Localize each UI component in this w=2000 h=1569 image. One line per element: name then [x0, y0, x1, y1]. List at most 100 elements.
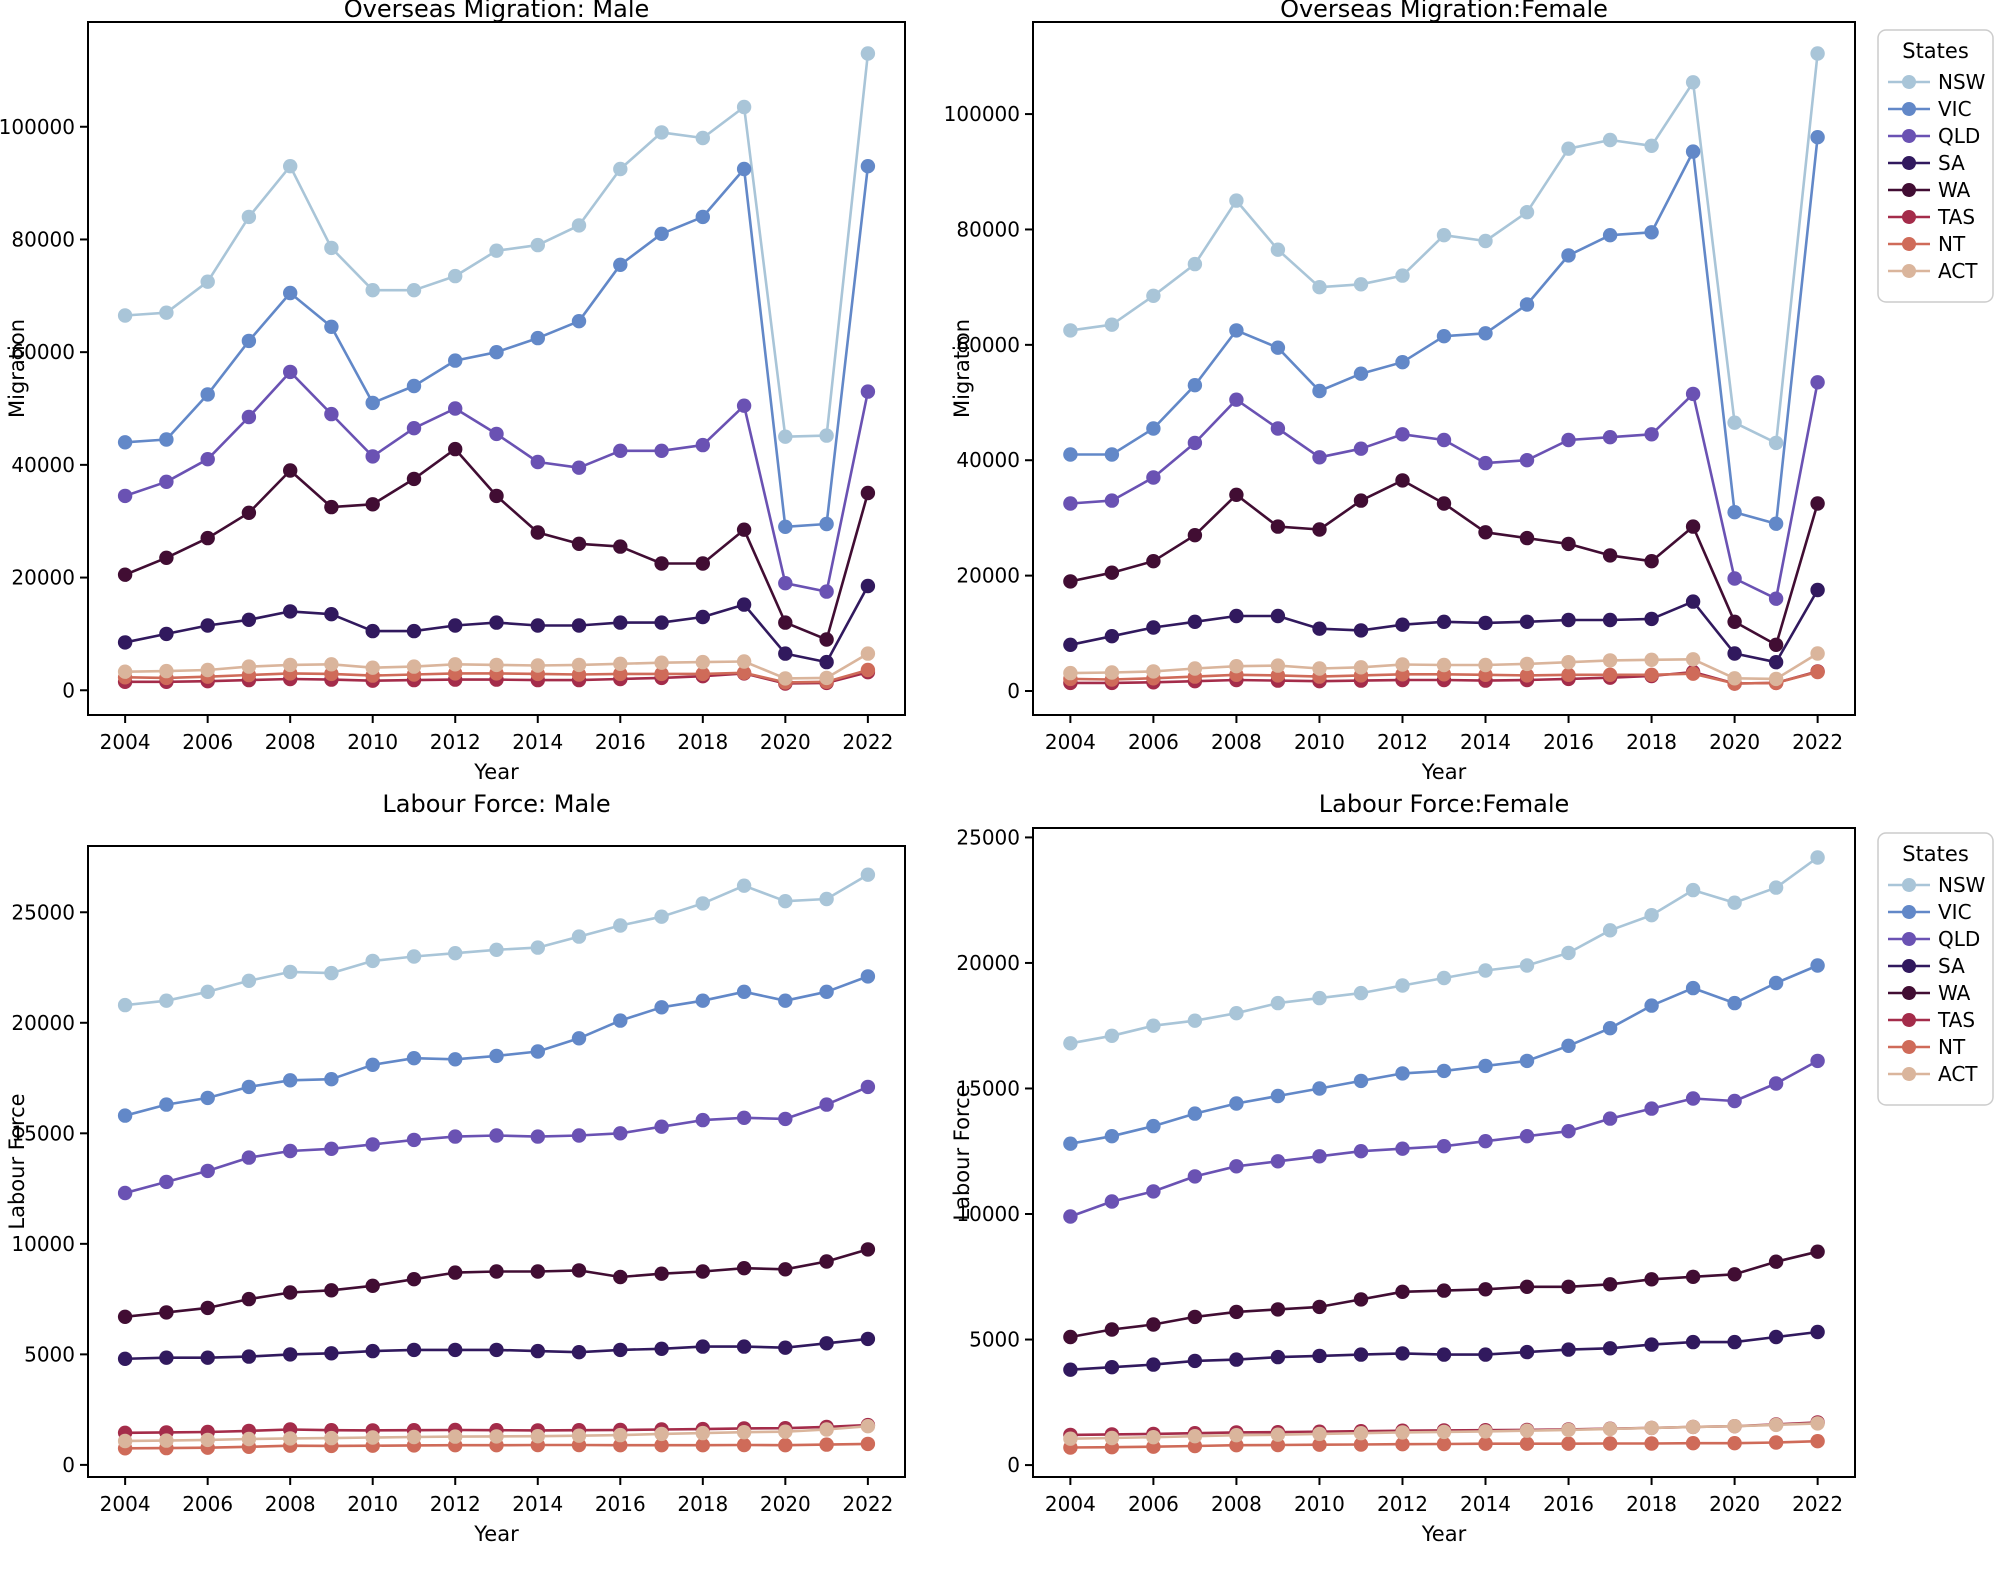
data-point-QLD-2004 [1063, 1209, 1078, 1224]
data-point-VIC-2016 [613, 1013, 628, 1028]
data-point-SA-2016 [613, 1342, 628, 1358]
legend-swatch-marker [1902, 932, 1916, 946]
data-point-VIC-2019 [1685, 980, 1701, 996]
data-point-SA-2021 [819, 1336, 834, 1351]
data-point-NSW-2005 [159, 993, 174, 1008]
series-markers-WA [117, 1242, 876, 1324]
data-point-WA-2011 [406, 1272, 422, 1287]
data-point-ACT-2014 [530, 1429, 545, 1444]
data-point-WA-2013 [489, 488, 504, 504]
data-point-QLD-2004 [1063, 496, 1078, 511]
data-point-WA-2017 [1602, 548, 1618, 563]
data-point-NT-2013 [1436, 1436, 1452, 1452]
legend-item-label: NSW [1938, 873, 1986, 897]
data-point-NSW-2020 [778, 894, 793, 909]
x-axis-label: Year [1421, 1522, 1467, 1546]
data-point-WA-2005 [1104, 1322, 1120, 1337]
data-point-NSW-2014 [530, 237, 545, 253]
data-point-ACT-2006 [1146, 1430, 1161, 1445]
data-point-QLD-2010 [365, 449, 380, 464]
data-point-SA-2009 [324, 607, 339, 622]
x-tick-label: 2016 [595, 730, 646, 754]
data-point-SA-2018 [1644, 611, 1659, 627]
data-point-NT-2019 [736, 665, 752, 680]
x-tick-label: 2022 [842, 1492, 893, 1516]
data-point-SA-2017 [1602, 612, 1618, 628]
data-point-NSW-2014 [1478, 963, 1493, 978]
chart-labour-force-female: 0 5000 10000 15000 20000 25000 2004 2006 2008 201… [950, 790, 1994, 1546]
data-point-WA-2019 [736, 1261, 752, 1276]
legend-swatch-marker [1902, 183, 1916, 197]
data-point-WA-2010 [1312, 1299, 1327, 1315]
x-tick-label: 2004 [1045, 730, 1096, 754]
data-point-QLD-2010 [1312, 1149, 1327, 1164]
data-point-QLD-2008 [1229, 392, 1244, 407]
data-point-WA-2014 [530, 1264, 545, 1279]
data-point-VIC-2006 [200, 387, 215, 402]
data-point-VIC-2015 [1519, 1053, 1535, 1069]
data-point-NT-2019 [1685, 1436, 1701, 1451]
x-tick-label: 2014 [512, 730, 563, 754]
data-point-SA-2021 [819, 654, 834, 670]
x-tick-label: 2010 [1294, 1492, 1345, 1516]
data-point-WA-2021 [1768, 637, 1784, 652]
legend-title: States [1902, 39, 1969, 63]
data-point-NSW-2014 [530, 940, 545, 955]
data-point-NSW-2004 [1063, 1036, 1078, 1051]
legend-item-label: SA [1938, 151, 1965, 175]
data-point-QLD-2006 [1146, 470, 1161, 485]
data-point-ACT-2007 [1187, 661, 1203, 676]
legend-swatch-marker [1902, 210, 1916, 224]
data-point-WA-2007 [241, 1291, 257, 1307]
data-point-ACT-2014 [1478, 1424, 1493, 1439]
data-point-VIC-2005 [1104, 447, 1120, 462]
data-point-NSW-2009 [324, 965, 339, 981]
data-point-VIC-2013 [1436, 1063, 1452, 1079]
data-point-NSW-2007 [241, 973, 257, 988]
data-point-QLD-2007 [241, 409, 257, 425]
data-point-NSW-2008 [1229, 193, 1244, 208]
data-point-ACT-2010 [365, 1430, 380, 1445]
x-tick-label: 2008 [1211, 1492, 1262, 1516]
data-point-VIC-2011 [406, 1051, 422, 1066]
data-point-SA-2008 [1229, 608, 1244, 624]
data-point-QLD-2005 [1104, 493, 1120, 508]
x-tick-label: 2020 [1709, 730, 1760, 754]
data-point-ACT-2017 [1602, 1421, 1618, 1437]
data-point-ACT-2010 [1312, 661, 1327, 676]
x-tick-label: 2008 [265, 1492, 316, 1516]
y-tick-label: 0 [1007, 1453, 1020, 1477]
data-point-NT-2019 [736, 1437, 752, 1453]
data-point-VIC-2021 [819, 516, 834, 532]
y-tick-label: 80000 [11, 227, 75, 251]
x-tick-label: 2016 [1543, 730, 1594, 754]
data-point-WA-2015 [1519, 1279, 1535, 1294]
data-point-SA-2011 [1353, 623, 1369, 638]
x-tick-label: 2008 [265, 730, 316, 754]
legend-item-VIC: VIC [1888, 900, 1972, 924]
data-point-WA-2016 [613, 1269, 628, 1285]
data-point-WA-2014 [1478, 1282, 1493, 1297]
y-tick-label: 5000 [24, 1342, 75, 1366]
legend-item-WA: WA [1888, 981, 1971, 1005]
data-point-QLD-2021 [819, 1097, 834, 1112]
data-point-VIC-2006 [200, 1090, 215, 1106]
data-point-WA-2010 [365, 497, 380, 512]
data-point-WA-2016 [613, 539, 628, 554]
data-point-VIC-2013 [1436, 329, 1452, 344]
data-point-NSW-2017 [1602, 132, 1618, 148]
legend-swatch-marker [1902, 102, 1916, 116]
series-line-WA [124, 1248, 869, 1319]
data-point-VIC-2004 [1063, 447, 1078, 462]
data-point-WA-2019 [736, 522, 752, 537]
data-point-SA-2020 [1727, 1334, 1742, 1350]
data-point-VIC-2015 [1519, 297, 1535, 312]
y-tick-label: 15000 [11, 1121, 75, 1145]
data-point-NT-2015 [1519, 1436, 1535, 1451]
data-point-NT-2010 [1312, 1437, 1327, 1452]
data-point-QLD-2016 [613, 1126, 628, 1141]
data-point-SA-2017 [1602, 1341, 1618, 1356]
data-point-SA-2005 [1104, 629, 1120, 644]
data-point-NT-2011 [1353, 1437, 1369, 1452]
data-point-WA-2022 [860, 1242, 876, 1257]
